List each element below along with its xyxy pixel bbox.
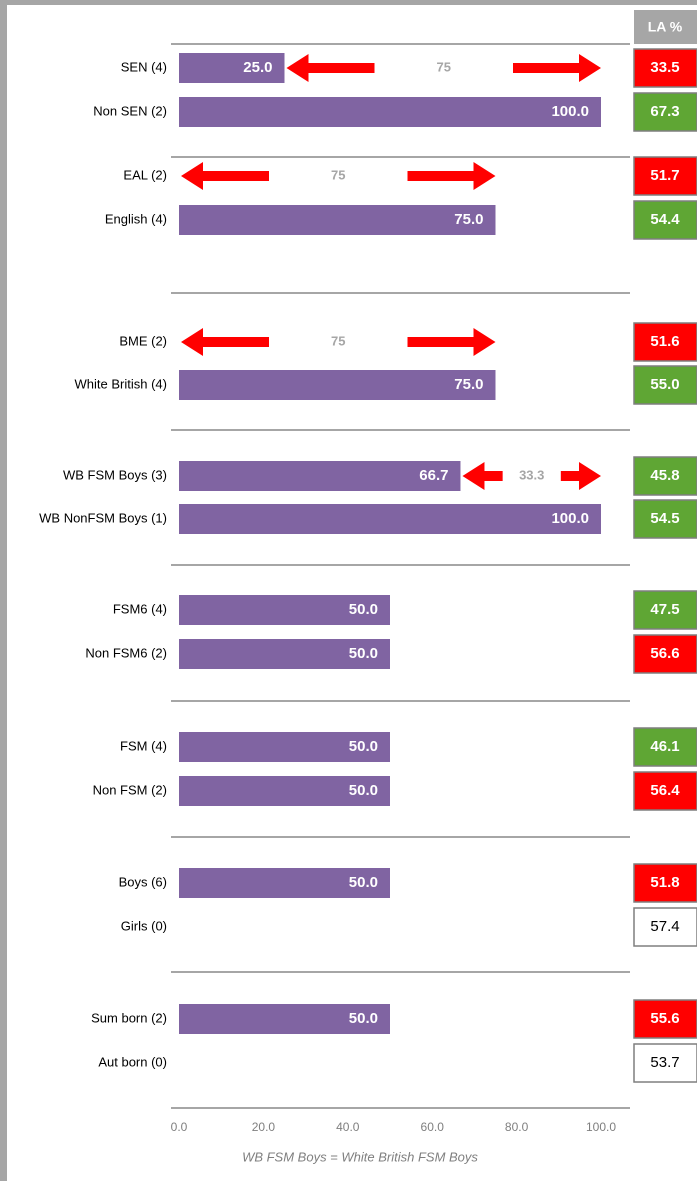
value-label: 75.0 bbox=[454, 376, 483, 393]
la-value: 47.5 bbox=[650, 601, 679, 618]
bar bbox=[179, 639, 390, 669]
bar bbox=[179, 868, 390, 898]
gap-label: 33.3 bbox=[519, 467, 544, 482]
category-label: Boys (6) bbox=[119, 874, 167, 889]
x-tick-label: 60.0 bbox=[421, 1120, 445, 1134]
category-label: WB FSM Boys (3) bbox=[63, 467, 167, 482]
la-value: 51.7 bbox=[650, 167, 679, 184]
la-box bbox=[633, 727, 697, 767]
la-header-box bbox=[634, 10, 697, 44]
value-label: 50.0 bbox=[349, 601, 378, 618]
left-border bbox=[0, 0, 7, 1181]
footnote: WB FSM Boys = White British FSM Boys bbox=[242, 1149, 478, 1164]
bar bbox=[179, 776, 390, 806]
value-label: 50.0 bbox=[349, 645, 378, 662]
gap-arrow-left bbox=[462, 462, 503, 490]
bar bbox=[179, 370, 496, 400]
gap-arrow-right bbox=[407, 162, 496, 190]
value-label: 100.0 bbox=[551, 510, 589, 527]
la-box bbox=[633, 634, 697, 674]
category-label: Non FSM (2) bbox=[93, 782, 167, 797]
category-label: Aut born (0) bbox=[98, 1054, 167, 1069]
la-box bbox=[633, 863, 697, 903]
x-tick-label: 20.0 bbox=[252, 1120, 276, 1134]
gap-arrow-right bbox=[560, 462, 601, 490]
category-label: WB NonFSM Boys (1) bbox=[39, 510, 167, 525]
bar bbox=[179, 595, 390, 625]
la-value: 55.6 bbox=[650, 1010, 679, 1027]
gap-label: 75 bbox=[331, 167, 345, 182]
value-label: 50.0 bbox=[349, 782, 378, 799]
gap-label: 75 bbox=[437, 59, 451, 74]
value-label: 50.0 bbox=[349, 874, 378, 891]
bar bbox=[179, 1004, 390, 1034]
la-value: 57.4 bbox=[650, 918, 679, 935]
gap-arrow-left bbox=[286, 54, 375, 82]
x-tick-label: 80.0 bbox=[505, 1120, 529, 1134]
la-box bbox=[633, 1043, 697, 1083]
value-label: 50.0 bbox=[349, 1010, 378, 1027]
la-value: 54.5 bbox=[650, 510, 679, 527]
value-label: 100.0 bbox=[551, 103, 589, 120]
la-value: 54.4 bbox=[650, 211, 680, 228]
gap-arrow-left bbox=[181, 328, 269, 356]
la-box bbox=[633, 499, 697, 539]
la-box bbox=[633, 322, 697, 362]
gap-label: 75 bbox=[331, 333, 345, 348]
category-label: Sum born (2) bbox=[91, 1010, 167, 1025]
bar bbox=[179, 97, 601, 127]
category-label: White British (4) bbox=[75, 376, 167, 391]
bar bbox=[179, 461, 461, 491]
la-value: 53.7 bbox=[650, 1054, 679, 1071]
la-box bbox=[633, 48, 697, 88]
top-border bbox=[0, 0, 697, 5]
gap-arrow-right bbox=[513, 54, 601, 82]
category-label: Non SEN (2) bbox=[93, 103, 167, 118]
x-tick-label: 100.0 bbox=[586, 1120, 616, 1134]
category-label: FSM6 (4) bbox=[113, 601, 167, 616]
la-box bbox=[633, 456, 697, 496]
value-label: 50.0 bbox=[349, 738, 378, 755]
gap-arrow-right bbox=[407, 328, 496, 356]
la-value: 33.5 bbox=[650, 59, 679, 76]
category-label: BME (2) bbox=[119, 333, 167, 348]
la-box bbox=[633, 156, 697, 196]
x-tick-label: 40.0 bbox=[336, 1120, 360, 1134]
value-label: 75.0 bbox=[454, 211, 483, 228]
la-box bbox=[633, 999, 697, 1039]
bar bbox=[179, 205, 496, 235]
category-label: SEN (4) bbox=[121, 59, 167, 74]
bar bbox=[179, 732, 390, 762]
la-value: 55.0 bbox=[650, 376, 679, 393]
category-label: FSM (4) bbox=[120, 738, 167, 753]
la-value: 51.8 bbox=[650, 874, 679, 891]
category-label: EAL (2) bbox=[123, 167, 167, 182]
value-label: 66.7 bbox=[419, 467, 448, 484]
la-header: LA % bbox=[648, 19, 683, 35]
category-label: English (4) bbox=[105, 211, 167, 226]
value-label: 25.0 bbox=[243, 59, 272, 76]
bar bbox=[179, 53, 285, 83]
la-value: 45.8 bbox=[650, 467, 679, 484]
la-box bbox=[633, 771, 697, 811]
bar bbox=[179, 504, 601, 534]
category-label: Girls (0) bbox=[121, 918, 167, 933]
la-value: 56.6 bbox=[650, 645, 679, 662]
la-value: 51.6 bbox=[650, 333, 679, 350]
la-value: 67.3 bbox=[650, 103, 679, 120]
category-label: Non FSM6 (2) bbox=[85, 645, 167, 660]
la-value: 56.4 bbox=[650, 782, 680, 799]
x-tick-label: 0.0 bbox=[171, 1120, 188, 1134]
la-box bbox=[633, 907, 697, 947]
la-value: 46.1 bbox=[650, 738, 679, 755]
la-box bbox=[633, 92, 697, 132]
la-box bbox=[633, 200, 697, 240]
la-box bbox=[633, 365, 697, 405]
gap-arrow-left bbox=[181, 162, 269, 190]
la-box bbox=[633, 590, 697, 630]
